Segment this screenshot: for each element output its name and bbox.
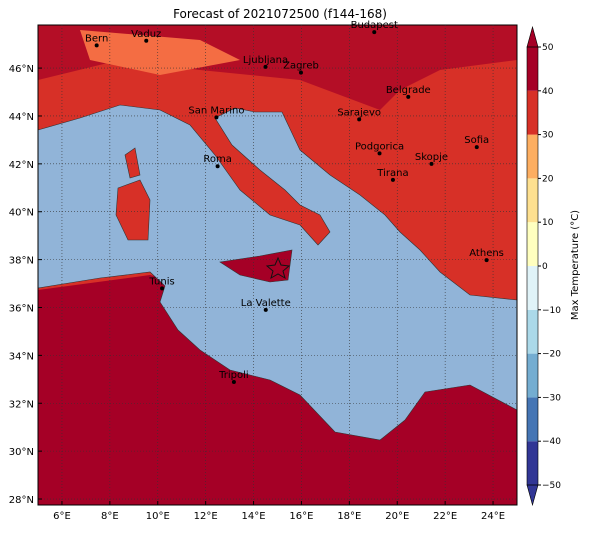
city-dot [474, 145, 479, 150]
x-tick-label: 14°E [242, 511, 266, 522]
city-dot [377, 151, 382, 156]
colorbar-band [527, 397, 538, 442]
city-label: Vaduz [131, 29, 161, 40]
city-label: Athens [469, 248, 504, 259]
city-label: Skopje [415, 152, 448, 163]
colorbar-tick-label: 0 [542, 262, 548, 272]
y-tick-label: 40°N [9, 208, 34, 219]
x-tick-label: 20°E [385, 511, 409, 522]
city-dot [429, 161, 434, 166]
map-frame [37, 24, 518, 506]
colorbar-tick-label: 50 [542, 43, 554, 53]
city-label: Belgrade [386, 85, 431, 96]
colorbar-band [527, 222, 538, 266]
star-marker [265, 256, 291, 280]
corsica [124, 147, 141, 179]
city-dot [357, 117, 362, 122]
colorbar-tick-label: −50 [542, 481, 561, 491]
x-tick-label: 22°E [433, 511, 457, 522]
city-label: Tunis [148, 276, 174, 287]
colorbar-tick-label: −30 [542, 393, 561, 403]
y-tick-label: 44°N [9, 112, 34, 123]
city-dot [390, 177, 395, 182]
colorbar-tick-label: 10 [542, 218, 554, 228]
colorbar-tick-label: 20 [542, 174, 554, 184]
colorbar-band [527, 90, 538, 135]
city-label: La Valette [241, 298, 291, 309]
sicily [219, 249, 293, 283]
colorbar-band [527, 47, 538, 91]
city-label: Zagreb [283, 61, 319, 72]
colorbar-band [527, 441, 538, 485]
city-dot [406, 94, 411, 99]
city-label: Podgorica [355, 141, 404, 152]
x-tick-label: 24°E [481, 511, 505, 522]
city-label: Bern [85, 33, 108, 44]
colorbar-tick-label: −40 [542, 437, 561, 447]
y-tick-label: 36°N [9, 303, 34, 314]
colorbar-band [527, 353, 538, 398]
y-tick-label: 34°N [9, 351, 34, 362]
sardinia [115, 179, 151, 241]
x-tick-label: 8°E [101, 511, 119, 522]
city-label: Budapest [351, 20, 398, 31]
colorbar-band [527, 134, 538, 179]
city-label: Tripoli [218, 370, 249, 381]
colorbar-tick-label: −20 [542, 350, 561, 360]
x-tick-label: 10°E [146, 511, 170, 522]
city-dot [160, 286, 165, 291]
colorbar-extend-bottom [526, 484, 539, 507]
city-label: San Marino [188, 105, 244, 116]
city-label: Sofia [464, 135, 489, 146]
y-tick-label: 30°N [9, 447, 34, 458]
city-dot [215, 164, 220, 169]
city-dot [144, 38, 149, 43]
x-tick-label: 12°E [194, 511, 218, 522]
land-warm [80, 30, 240, 75]
colorbar-band [527, 178, 538, 223]
y-tick-label: 28°N [9, 495, 34, 506]
x-tick-label: 16°E [289, 511, 313, 522]
city-dot [484, 258, 489, 263]
y-tick-label: 46°N [9, 64, 34, 75]
city-dot [94, 43, 99, 48]
title: Forecast of 2021072500 (f144-168) [173, 7, 387, 21]
colorbar-tick-label: −10 [542, 306, 561, 316]
city-label: Roma [203, 154, 232, 165]
city-dot [263, 307, 268, 312]
city-dot [372, 30, 377, 35]
colorbar-tick-label: 30 [542, 131, 554, 141]
x-tick-label: 18°E [337, 511, 361, 522]
x-tick-label: 6°E [53, 511, 71, 522]
colorbar-tick-label: 40 [542, 87, 554, 97]
y-tick-label: 42°N [9, 160, 34, 171]
city-dot [231, 379, 236, 384]
city-dot [263, 64, 268, 69]
y-tick-label: 38°N [9, 256, 34, 267]
y-tick-label: 32°N [9, 399, 34, 410]
colorbar-band [527, 266, 538, 310]
city-label: Sarajevo [337, 107, 381, 118]
city-dot [214, 115, 219, 120]
colorbar-label: Max Temperature (°C) [570, 210, 581, 320]
city-dot [298, 70, 303, 75]
city-label: Ljubljana [243, 55, 288, 66]
colorbar-band [527, 309, 538, 354]
colorbar-extend-top [526, 25, 539, 48]
city-label: Tirana [376, 168, 408, 179]
map-area [37, 24, 518, 506]
